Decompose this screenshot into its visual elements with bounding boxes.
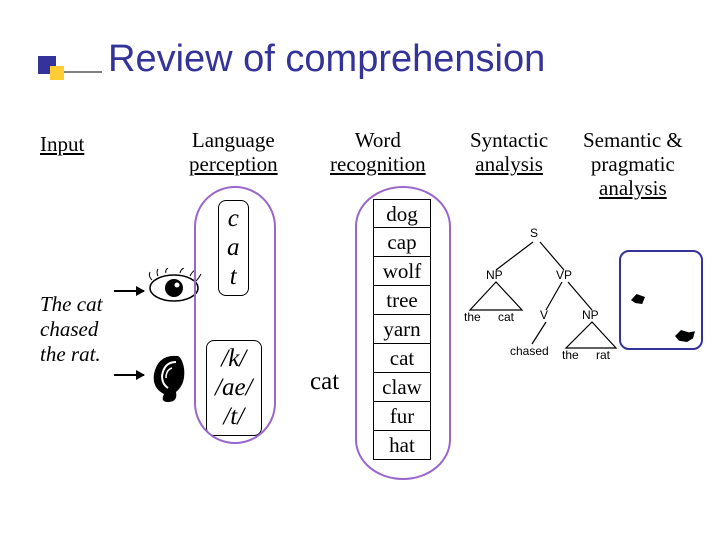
page-title: Review of comprehension [108,38,545,81]
col-semantic-l1: Semantic & [583,128,683,152]
tree-V: V [540,308,548,322]
tree-the2: the [562,348,579,362]
sentence-l3: the rat. [40,342,102,367]
tree-cat: cat [498,310,514,324]
col-syntax-l1: Syntactic [470,128,548,152]
tree-chased: chased [510,344,549,358]
col-syntax: Syntactic analysis [470,128,548,176]
ear-icon [146,352,190,409]
tree-S: S [530,226,538,240]
tree-NP1: NP [486,268,503,282]
sentence-l1: The cat [40,292,102,317]
arrow-eye [114,290,144,292]
word-pill [355,186,451,480]
col-word: Word recognition [330,128,426,176]
input-sentence: The cat chased the rat. [40,292,102,368]
col-input: Input [40,132,84,157]
critter-icon [675,330,695,342]
tree-rat: rat [596,348,610,362]
arrow-ear [114,374,144,376]
col-semantic-l2: pragmatic [583,152,683,176]
semantic-box [619,250,703,350]
col-semantic: Semantic & pragmatic analysis [583,128,683,200]
tree-VP: VP [556,268,572,282]
critter-icon [631,294,645,304]
col-perception-l1: Language [189,128,278,152]
sentence-l2: chased [40,317,102,342]
perception-pill [194,186,276,444]
tree-NP2: NP [582,308,599,322]
title-decor [38,56,102,91]
col-semantic-l3: analysis [583,176,683,200]
col-word-l1: Word [330,128,426,152]
tree-the1: the [464,310,481,324]
col-perception-l2: perception [189,152,278,176]
col-syntax-l2: analysis [470,152,548,176]
syntax-tree: S NP VP the cat V NP chased the rat [458,226,618,396]
col-perception: Language perception [189,128,278,176]
cat-label: cat [310,368,339,396]
col-word-l2: recognition [330,152,426,176]
